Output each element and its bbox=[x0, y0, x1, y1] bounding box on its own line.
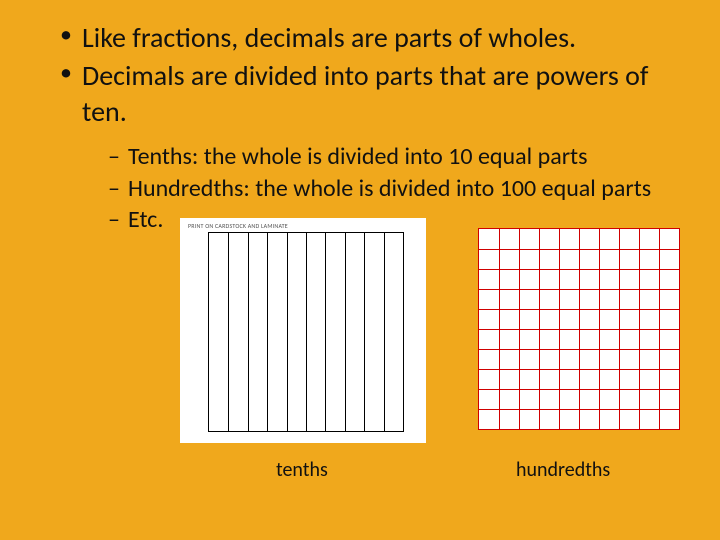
tenths-gridline bbox=[228, 233, 229, 431]
hundredths-gridline-v bbox=[659, 229, 660, 429]
tenths-gridline bbox=[345, 233, 346, 431]
diagrams-area: PRINT ON CARDSTOCK AND LAMINATE tenths h… bbox=[0, 218, 720, 538]
hundredths-grid bbox=[478, 228, 680, 430]
hundredths-gridline-v bbox=[599, 229, 600, 429]
sub-bullet-2-text: Hundredths: the whole is divided into 10… bbox=[128, 174, 651, 203]
tenths-gridline bbox=[267, 233, 268, 431]
main-bullet-1-text: Like fractions, decimals are parts of wh… bbox=[82, 20, 576, 55]
tenths-gridline bbox=[325, 233, 326, 431]
main-bullet-2: Decimals are divided into parts that are… bbox=[60, 58, 690, 235]
tenths-gridline bbox=[306, 233, 307, 431]
hundredths-gridline-h bbox=[479, 329, 679, 330]
tenths-gridline bbox=[287, 233, 288, 431]
slide-content: Like fractions, decimals are parts of wh… bbox=[30, 20, 690, 235]
tenths-gridline bbox=[364, 233, 365, 431]
hundredths-gridline-h bbox=[479, 389, 679, 390]
main-bullet-2-text: Decimals are divided into parts that are… bbox=[82, 58, 648, 129]
tenths-grid bbox=[208, 232, 404, 432]
tenths-gridline bbox=[248, 233, 249, 431]
hundredths-gridline-h bbox=[479, 409, 679, 410]
tenths-container: PRINT ON CARDSTOCK AND LAMINATE bbox=[180, 218, 426, 443]
sub-bullet-1-text: Tenths: the whole is divided into 10 equ… bbox=[128, 142, 587, 171]
hundredths-gridline-v bbox=[619, 229, 620, 429]
tenths-label: tenths bbox=[276, 458, 328, 482]
hundredths-gridline-h bbox=[479, 349, 679, 350]
main-bullet-1: Like fractions, decimals are parts of wh… bbox=[60, 20, 690, 56]
tenths-caption-top: PRINT ON CARDSTOCK AND LAMINATE bbox=[188, 222, 288, 230]
hundredths-label: hundredths bbox=[516, 458, 610, 482]
sub-bullet-1: Tenths: the whole is divided into 10 equ… bbox=[108, 141, 690, 172]
tenths-gridline bbox=[384, 233, 385, 431]
hundredths-gridline-h bbox=[479, 369, 679, 370]
main-bullet-list: Like fractions, decimals are parts of wh… bbox=[30, 20, 690, 235]
sub-bullet-2: Hundredths: the whole is divided into 10… bbox=[108, 173, 690, 204]
hundredths-gridline-v bbox=[639, 229, 640, 429]
